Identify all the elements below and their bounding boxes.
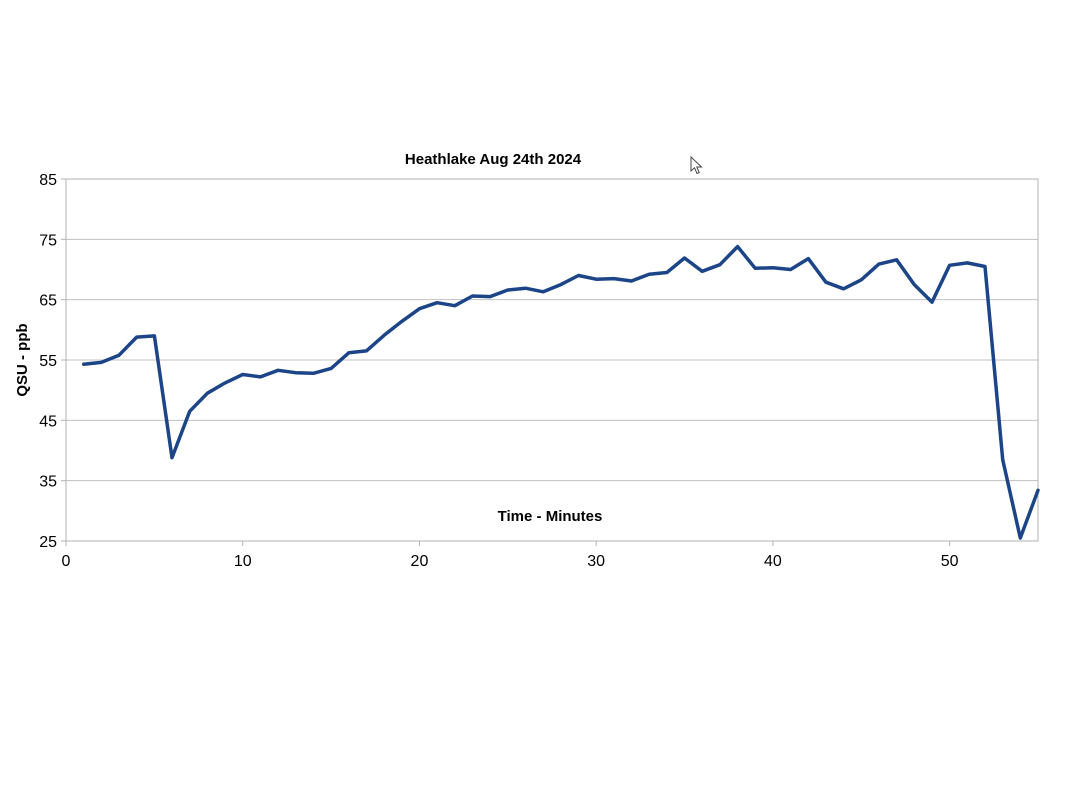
y-tick-label: 55 [39, 353, 57, 370]
grid-lines [66, 178, 1038, 542]
x-tick-label: 10 [234, 553, 252, 570]
y-tick-label: 35 [39, 474, 57, 491]
y-tick-label: 75 [39, 232, 57, 249]
series-line [81, 244, 1040, 540]
y-tick-label: 45 [39, 413, 57, 430]
x-axis-title: Time - Minutes [498, 508, 603, 525]
chart-title: Heathlake Aug 24th 2024 [405, 151, 582, 168]
x-tick-label: 0 [62, 553, 71, 570]
x-tick-label: 30 [587, 553, 605, 570]
y-tick-label: 65 [39, 293, 57, 310]
axis-ticks [61, 178, 951, 546]
y-tick-label: 85 [39, 172, 57, 189]
tick-labels: 25 35 45 55 65 75 85 0 10 20 30 40 50 [39, 172, 958, 570]
x-tick-label: 20 [411, 553, 429, 570]
mouse-cursor-icon [690, 156, 703, 175]
x-tick-label: 40 [764, 553, 782, 570]
y-axis-title: QSU - ppb [14, 323, 31, 396]
y-tick-label: 25 [39, 534, 57, 551]
x-tick-label: 50 [941, 553, 959, 570]
